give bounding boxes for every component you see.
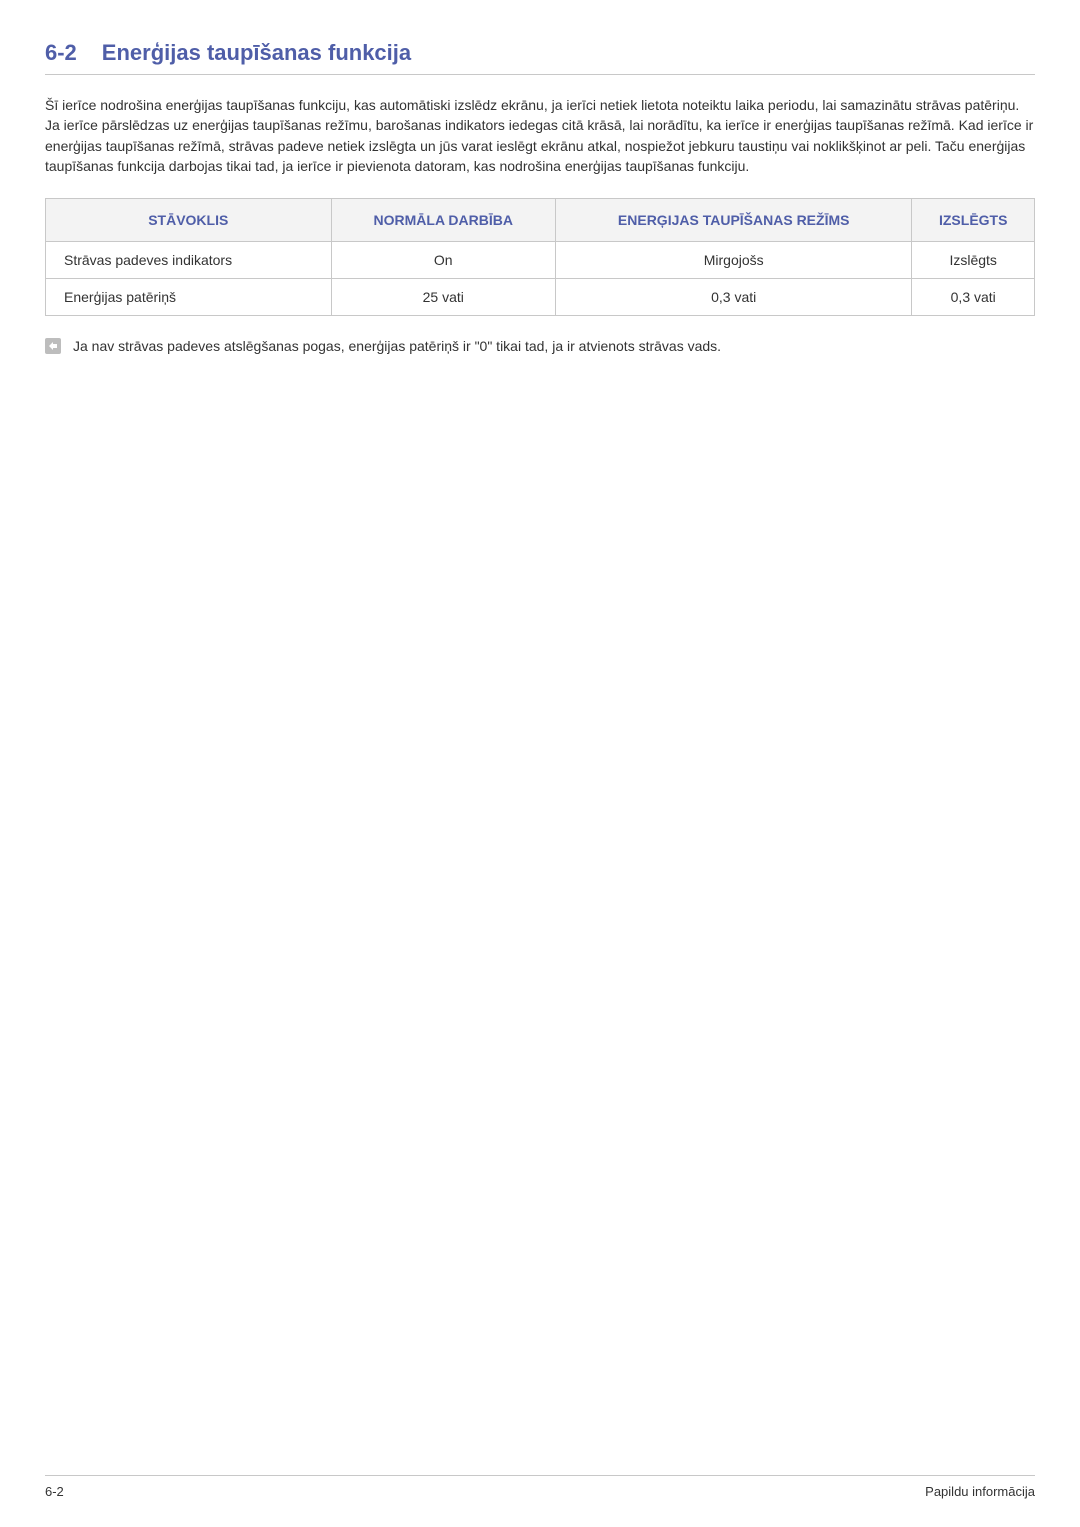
section-heading: 6-2 Enerģijas taupīšanas funkcija — [45, 40, 1035, 75]
page-footer: 6-2 Papildu informācija — [45, 1475, 1035, 1499]
table-cell: 0,3 vati — [912, 279, 1035, 316]
body-paragraph: Šī ierīce nodrošina enerģijas taupīšanas… — [45, 95, 1035, 176]
table-header-cell: IZSLĒGTS — [912, 199, 1035, 242]
table-header-cell: ENERĢIJAS TAUPĪŠANAS REŽĪMS — [555, 199, 911, 242]
table-cell: Mirgojošs — [555, 242, 911, 279]
table-cell: Izslēgts — [912, 242, 1035, 279]
table-cell: 25 vati — [331, 279, 555, 316]
power-states-table: STĀVOKLIS NORMĀLA DARBĪBA ENERĢIJAS TAUP… — [45, 198, 1035, 316]
table-cell: 0,3 vati — [555, 279, 911, 316]
table-row: Strāvas padeves indikators On Mirgojošs … — [46, 242, 1035, 279]
table-header-cell: NORMĀLA DARBĪBA — [331, 199, 555, 242]
note-row: Ja nav strāvas padeves atslēgšanas pogas… — [45, 338, 1035, 354]
table-cell: Strāvas padeves indikators — [46, 242, 332, 279]
note-text: Ja nav strāvas padeves atslēgšanas pogas… — [73, 338, 721, 354]
table-row: Enerģijas patēriņš 25 vati 0,3 vati 0,3 … — [46, 279, 1035, 316]
heading-title: Enerģijas taupīšanas funkcija — [102, 40, 411, 66]
footer-right: Papildu informācija — [925, 1484, 1035, 1499]
footer-left: 6-2 — [45, 1484, 64, 1499]
table-cell: On — [331, 242, 555, 279]
note-icon — [45, 338, 61, 354]
table-header-cell: STĀVOKLIS — [46, 199, 332, 242]
table-header-row: STĀVOKLIS NORMĀLA DARBĪBA ENERĢIJAS TAUP… — [46, 199, 1035, 242]
table-cell: Enerģijas patēriņš — [46, 279, 332, 316]
heading-number: 6-2 — [45, 40, 77, 66]
